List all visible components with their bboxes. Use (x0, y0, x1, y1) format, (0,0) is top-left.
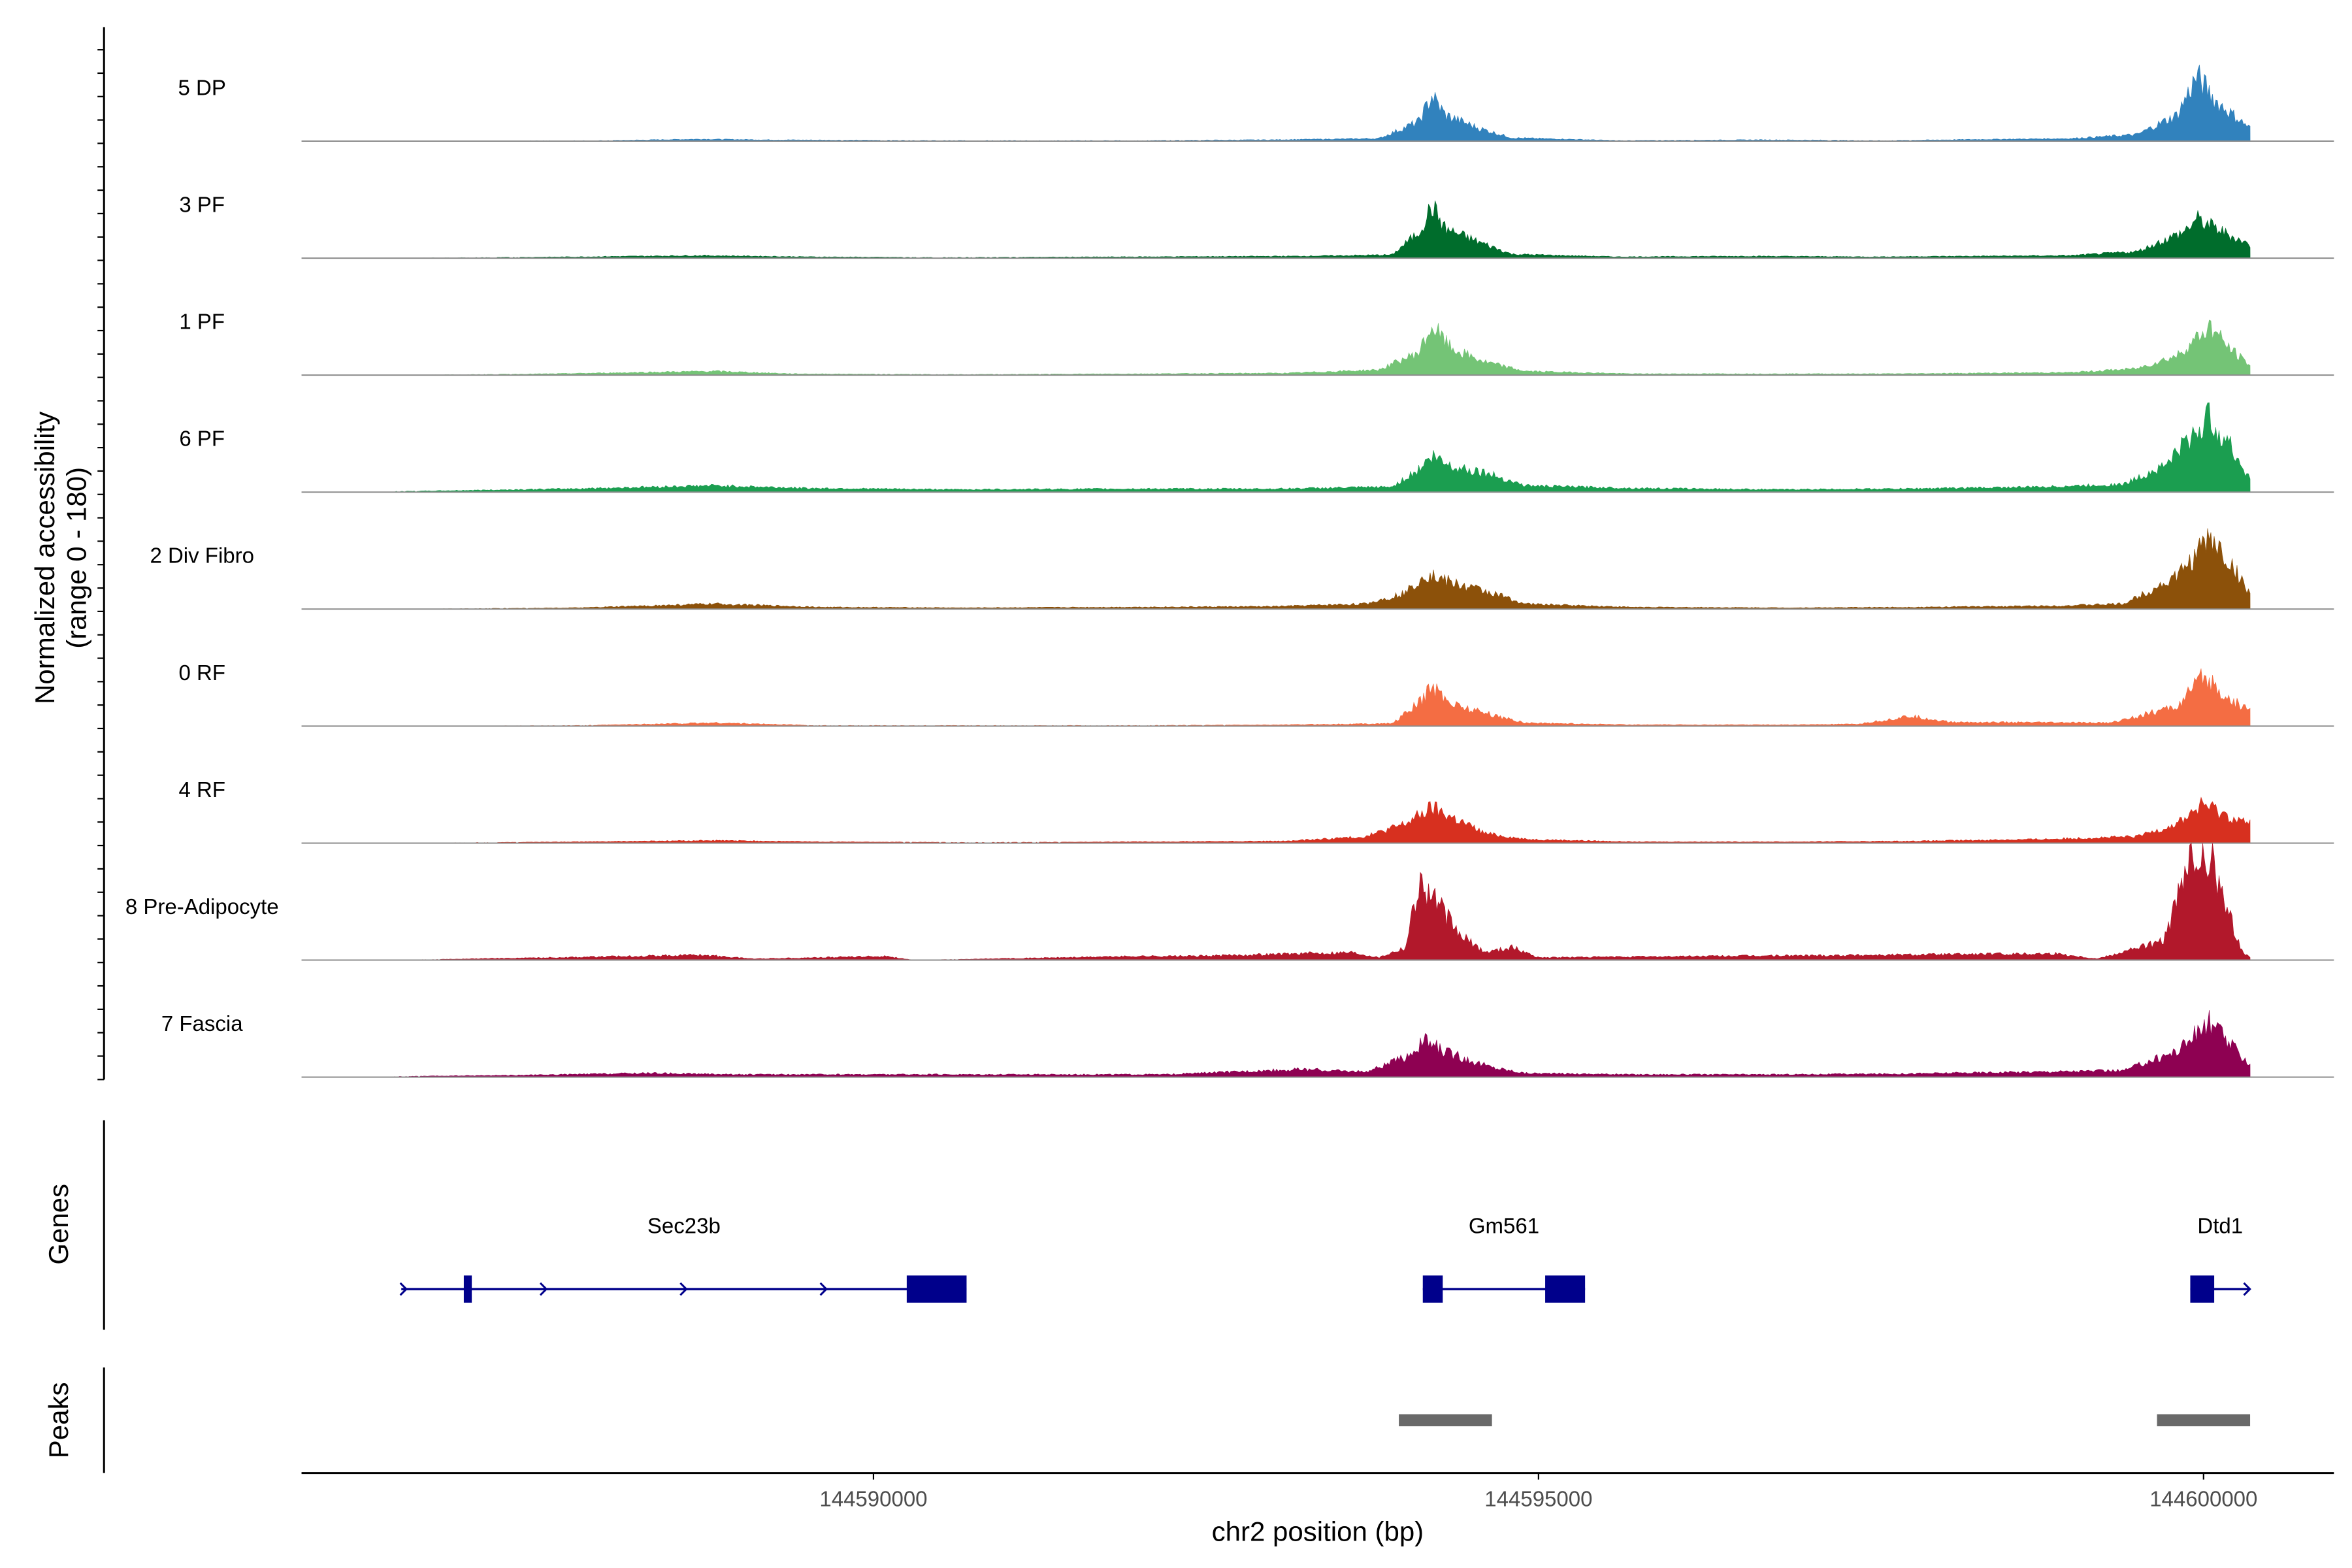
gene-dtd1: Dtd1 (2190, 1214, 2251, 1303)
y-axis-title-line: Normalized accessibility (29, 412, 60, 704)
x-tick-label: 144595000 (1484, 1486, 1592, 1511)
track-label: 4 RF (178, 777, 225, 802)
track-label: 8 Pre-Adipocyte (125, 894, 279, 919)
track-area (394, 842, 2251, 960)
x-axis: 144590000 144595000 144600000 chr2 position… (301, 1472, 2334, 1546)
strand-arrow-icon (539, 1282, 548, 1296)
track-area (394, 319, 2251, 376)
track-2-div-fibro: 2 Div Fibro (150, 528, 2334, 610)
track-label: 7 Fascia (161, 1011, 243, 1036)
peaks-track-label: Peaks (43, 1382, 74, 1458)
track-8-pre-adipocyte: 8 Pre-Adipocyte (125, 842, 2334, 961)
track-7-fascia: 7 Fascia (161, 1010, 2334, 1078)
track-area (394, 201, 2251, 259)
y-axis-title: Normalized accessibility(range 0 - 180) (29, 412, 91, 704)
peak-bar (1399, 1414, 1492, 1427)
coverage-tracks: 5 DP 3 PF 1 PF 6 PF 2 Div Fibro 0 RF 4 RF 8 Pre… (125, 65, 2334, 1078)
strand-arrow-icon (399, 1282, 408, 1296)
x-tick-label: 144600000 (2149, 1486, 2257, 1511)
y-axis-title-line: (range 0 - 180) (61, 467, 91, 649)
gene-exon (1422, 1275, 1443, 1303)
track-area (394, 528, 2251, 610)
strand-arrow-icon (679, 1282, 688, 1296)
gene-label: Gm561 (1469, 1214, 1539, 1238)
track-label: 1 PF (179, 310, 225, 334)
peak-bar (2157, 1414, 2251, 1427)
track-label: 6 PF (179, 427, 225, 451)
track-area (393, 796, 2251, 843)
y-axis: Normalized accessibility(range 0 - 180) (29, 27, 105, 1081)
track-5-dp: 5 DP (178, 65, 2334, 142)
gene-gm561: Gm561 (1422, 1214, 1586, 1303)
peaks-panel: Peaks (43, 1367, 2251, 1473)
track-area (394, 1010, 2251, 1077)
track-label: 0 RF (178, 661, 225, 685)
strand-arrow-icon (2243, 1282, 2251, 1296)
gene-label: Dtd1 (2197, 1214, 2243, 1238)
x-tick-label: 144590000 (819, 1486, 927, 1511)
gene-exon (1545, 1275, 1586, 1303)
track-label: 3 PF (179, 192, 225, 216)
gene-sec23b: Sec23b (399, 1214, 967, 1303)
track-6-pf: 6 PF (179, 402, 2334, 493)
gene-exon (2190, 1275, 2215, 1303)
genes-track-label: Genes (43, 1184, 74, 1265)
track-4-rf: 4 RF (178, 777, 2334, 844)
track-area (394, 668, 2251, 727)
gene-exon (463, 1275, 472, 1303)
track-1-pf: 1 PF (179, 310, 2334, 376)
gene-exon (906, 1275, 967, 1303)
track-label: 2 Div Fibro (150, 544, 254, 568)
track-0-rf: 0 RF (178, 661, 2334, 727)
track-3-pf: 3 PF (179, 192, 2334, 259)
strand-arrow-icon (819, 1282, 828, 1296)
x-axis-title: chr2 position (bp) (1212, 1516, 1424, 1546)
track-area (394, 65, 2251, 142)
track-label: 5 DP (178, 75, 226, 99)
track-area (394, 402, 2251, 493)
genes-panel: Genes Sec23b Gm561 Dtd1 (43, 1120, 2251, 1330)
gene-label: Sec23b (647, 1214, 721, 1238)
